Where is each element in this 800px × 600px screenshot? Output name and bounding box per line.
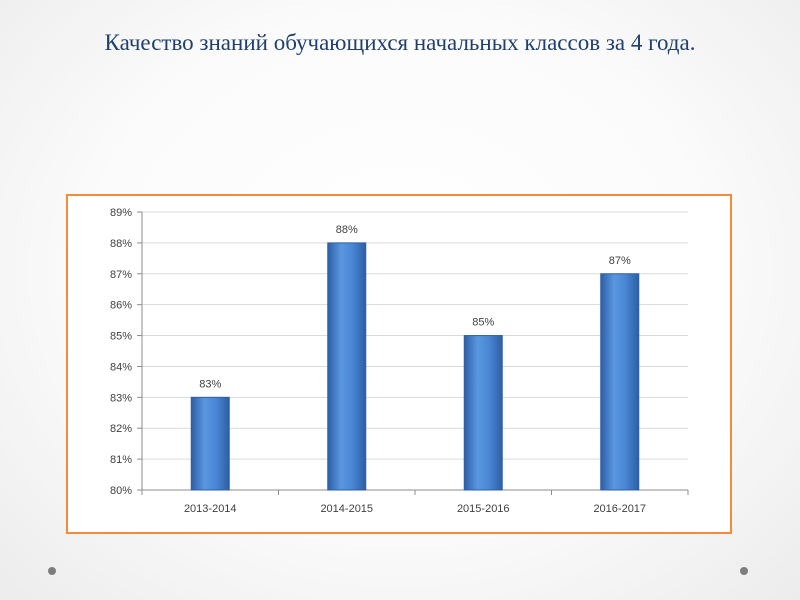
bars	[190, 242, 640, 491]
y-tick-label: 85%	[110, 331, 132, 343]
data-label: 85%	[472, 317, 494, 329]
slide-title: Качество знаний обучающихся начальных кл…	[104, 30, 696, 55]
y-tick-label: 83%	[110, 392, 132, 404]
y-tick-label: 86%	[110, 300, 132, 312]
bar	[190, 396, 230, 491]
chart-frame: 80% 81% 82% 83% 84% 85% 86% 87% 88% 89% 83% 2013-20…	[66, 194, 732, 534]
gridlines	[142, 211, 688, 460]
labels: 80% 81% 82% 83% 84% 85% 86% 87% 88% 89% 83% 2013-20…	[110, 207, 646, 515]
y-tick-label: 89%	[110, 207, 132, 219]
y-tick-label: 82%	[110, 423, 132, 435]
bar	[463, 335, 503, 491]
y-tick-label: 80%	[110, 485, 132, 497]
axes	[137, 211, 689, 495]
y-tick-label: 88%	[110, 238, 132, 250]
bar	[600, 273, 640, 491]
data-label: 88%	[336, 224, 358, 236]
x-tick-label: 2013-2014	[184, 503, 237, 515]
data-label: 87%	[609, 255, 631, 267]
bottom-left-dot	[48, 567, 56, 575]
x-tick-label: 2015-2016	[457, 503, 510, 515]
y-tick-label: 84%	[110, 361, 132, 373]
y-tick-label: 81%	[110, 454, 132, 466]
y-tick-label: 87%	[110, 269, 132, 281]
bar	[327, 242, 367, 491]
data-label: 83%	[199, 378, 221, 390]
bar-chart: 80% 81% 82% 83% 84% 85% 86% 87% 88% 89% 83% 2013-20…	[110, 207, 689, 515]
x-tick-label: 2014-2015	[320, 503, 373, 515]
bottom-right-dot	[740, 567, 748, 575]
x-tick-label: 2016-2017	[593, 503, 646, 515]
